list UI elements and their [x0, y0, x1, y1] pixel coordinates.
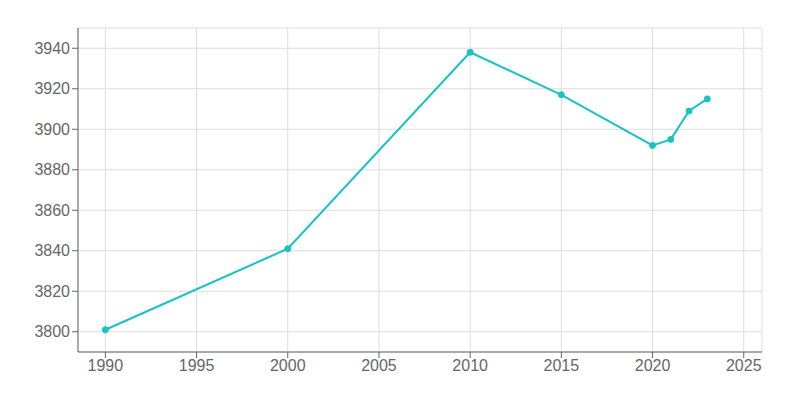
svg-text:2010: 2010 [452, 357, 488, 374]
svg-text:2000: 2000 [270, 357, 306, 374]
svg-text:1990: 1990 [88, 357, 124, 374]
svg-text:1995: 1995 [179, 357, 215, 374]
svg-text:3800: 3800 [34, 323, 70, 340]
svg-text:3920: 3920 [34, 80, 70, 97]
svg-text:3840: 3840 [34, 242, 70, 259]
svg-text:2015: 2015 [544, 357, 580, 374]
svg-text:2025: 2025 [726, 357, 762, 374]
svg-text:3880: 3880 [34, 161, 70, 178]
svg-text:3940: 3940 [34, 40, 70, 57]
svg-text:3900: 3900 [34, 121, 70, 138]
svg-text:2005: 2005 [361, 357, 397, 374]
svg-text:3860: 3860 [34, 202, 70, 219]
svg-text:3820: 3820 [34, 283, 70, 300]
svg-text:2020: 2020 [635, 357, 671, 374]
